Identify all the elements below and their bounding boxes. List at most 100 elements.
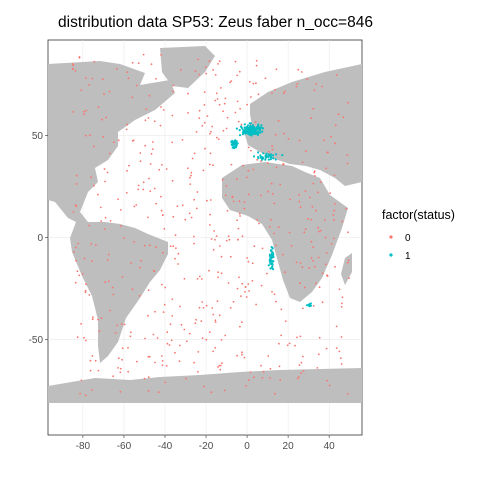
point-status-1	[269, 249, 273, 252]
point-status-1	[253, 132, 256, 135]
point-status-0	[179, 305, 181, 308]
x-tick-label: -40	[158, 441, 173, 452]
point-status-0	[284, 320, 287, 322]
point-status-0	[139, 266, 142, 269]
point-status-0	[209, 152, 212, 155]
point-status-0	[308, 267, 310, 270]
point-status-0	[104, 281, 106, 283]
point-status-0	[322, 139, 325, 142]
point-status-1	[267, 158, 270, 161]
point-status-0	[224, 194, 227, 197]
point-status-0	[156, 337, 159, 339]
point-status-0	[212, 69, 215, 71]
point-status-0	[98, 330, 101, 333]
point-status-0	[133, 205, 136, 208]
point-status-0	[155, 78, 157, 80]
point-status-0	[106, 171, 109, 174]
point-status-0	[216, 98, 219, 100]
point-status-0	[132, 139, 135, 142]
point-status-0	[220, 255, 223, 258]
point-status-0	[342, 116, 345, 119]
point-status-0	[147, 356, 150, 358]
point-status-1	[270, 259, 273, 262]
point-status-0	[275, 166, 278, 169]
legend-key-0	[389, 235, 393, 239]
point-status-0	[236, 100, 239, 103]
point-status-0	[315, 83, 318, 85]
point-status-0	[174, 351, 176, 354]
point-status-0	[171, 298, 174, 300]
point-status-0	[268, 150, 270, 153]
point-status-0	[157, 391, 160, 394]
point-status-0	[147, 117, 150, 119]
point-status-0	[76, 270, 79, 273]
point-status-1	[261, 156, 264, 160]
legend: factor(status) 0 1	[382, 208, 455, 262]
point-status-0	[205, 338, 208, 341]
point-status-0	[91, 318, 94, 321]
point-status-1	[264, 158, 267, 161]
point-status-0	[310, 117, 312, 120]
point-status-0	[321, 272, 324, 275]
point-status-0	[237, 120, 240, 123]
point-status-0	[218, 364, 221, 367]
point-status-0	[332, 219, 335, 222]
point-status-0	[76, 336, 79, 339]
point-status-0	[312, 246, 315, 249]
point-status-0	[97, 106, 100, 108]
point-status-0	[269, 367, 272, 370]
point-status-0	[127, 77, 130, 80]
point-status-1	[235, 127, 238, 130]
point-status-0	[214, 319, 217, 322]
point-status-0	[303, 286, 306, 289]
point-status-0	[85, 283, 87, 286]
point-status-0	[120, 323, 123, 325]
point-status-0	[166, 331, 169, 334]
point-status-0	[335, 74, 338, 76]
point-status-0	[229, 306, 232, 309]
point-status-0	[190, 171, 193, 174]
point-status-0	[100, 317, 103, 320]
point-status-0	[127, 346, 129, 349]
legend-item-0: 0	[389, 233, 411, 244]
point-status-0	[209, 199, 212, 201]
point-status-0	[241, 235, 244, 238]
point-status-0	[306, 78, 309, 80]
point-status-0	[333, 209, 336, 212]
point-status-0	[239, 325, 241, 328]
point-status-0	[190, 174, 192, 177]
point-status-0	[267, 190, 269, 193]
point-status-0	[89, 369, 92, 372]
point-status-0	[160, 106, 162, 108]
point-status-1	[243, 123, 246, 126]
point-status-1	[251, 131, 255, 134]
point-status-0	[315, 209, 318, 212]
point-status-0	[147, 314, 149, 317]
point-status-0	[121, 358, 123, 361]
point-status-0	[115, 67, 118, 70]
point-status-0	[209, 132, 211, 135]
point-status-0	[104, 216, 107, 219]
point-status-0	[215, 136, 218, 139]
point-status-0	[149, 190, 152, 193]
point-status-0	[189, 176, 191, 179]
point-status-0	[131, 96, 134, 99]
point-status-1	[270, 153, 273, 156]
point-status-0	[161, 283, 163, 286]
point-status-0	[341, 302, 343, 305]
point-status-0	[72, 211, 75, 213]
point-status-0	[267, 162, 269, 165]
point-status-0	[329, 192, 332, 195]
point-status-1	[252, 126, 255, 130]
point-status-0	[85, 109, 88, 112]
point-status-0	[140, 259, 143, 262]
point-status-1	[259, 154, 262, 157]
point-status-0	[312, 260, 314, 262]
point-status-0	[195, 207, 198, 210]
point-status-0	[318, 336, 321, 339]
point-status-0	[217, 276, 220, 278]
point-status-0	[247, 379, 250, 381]
point-status-0	[148, 355, 151, 358]
point-status-0	[245, 296, 248, 298]
point-status-0	[202, 307, 205, 309]
